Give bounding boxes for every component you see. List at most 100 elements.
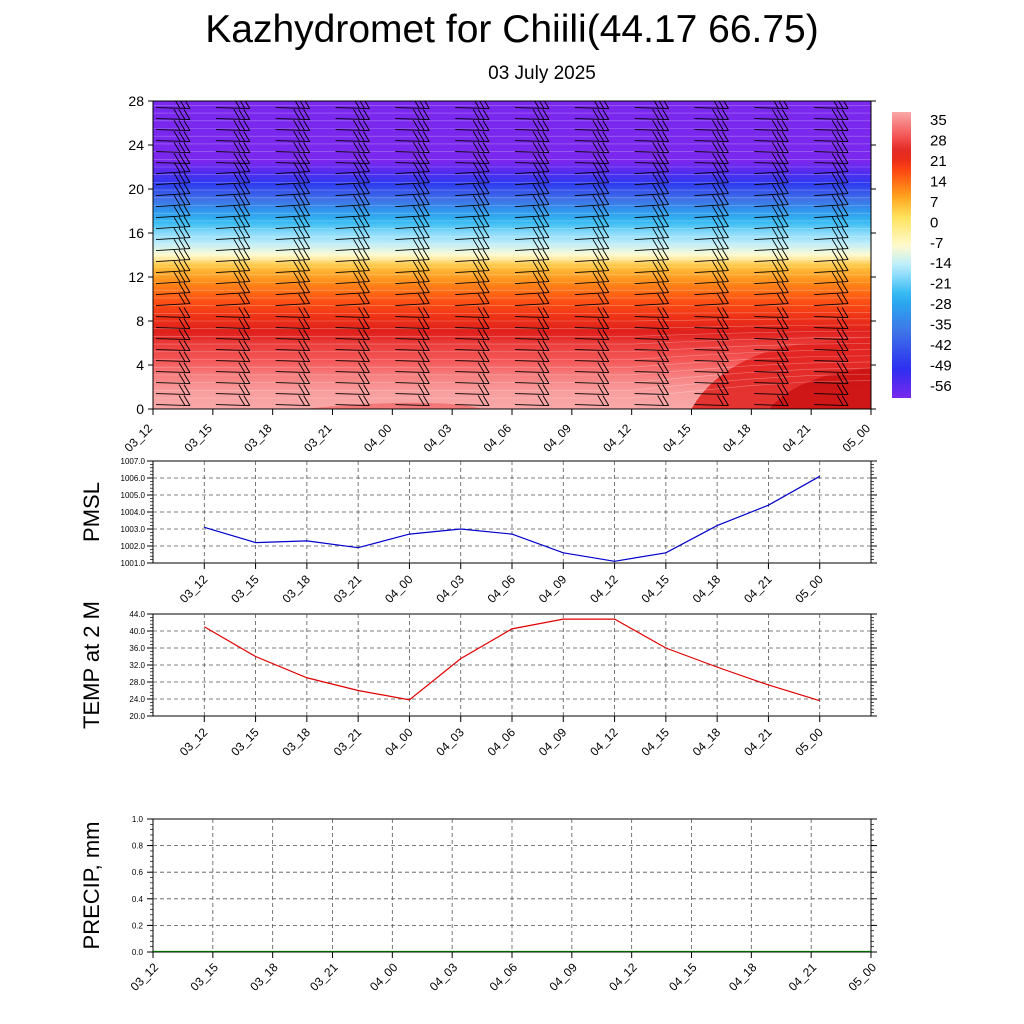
wind-barb-feather [178,249,186,261]
wind-barb [335,349,370,352]
wind-barb-feather [657,282,665,294]
wind-barb-feather [417,395,425,406]
wind-barb-feather [482,183,490,194]
wind-barb-feather [652,227,660,239]
wind-barb-feather [358,340,365,351]
wind-barb-feather [234,101,241,109]
wind-barb-feather [178,282,186,294]
wind-barb-feather [244,101,251,109]
wind-barb-feather [303,329,311,340]
wind-barb-feather [477,318,485,329]
wind-barb-feather [542,120,550,131]
wind-barb-feather [592,161,600,173]
wind-barb-feather [542,142,550,153]
wind-barb-feather [354,101,360,109]
wind-barb [814,226,849,230]
wind-barb-feather [358,194,365,206]
wind-barb-feather [662,318,670,329]
wind-barb-feather [303,194,311,205]
wind-barb [455,360,490,363]
wind-barb [694,237,729,241]
wind-barb-feather [652,238,660,250]
wind-barb [395,226,430,230]
wind-barb [395,259,430,263]
wind-barb [155,237,191,241]
wind-barb-feather [542,227,550,238]
wind-barb-feather [542,271,550,282]
wind-barb [514,371,550,374]
wind-barb [574,281,609,285]
wind-barb-feather [836,249,844,261]
wind-barb-feather [482,142,490,153]
wind-barb-feather [717,293,724,305]
wind-barb [694,204,729,208]
wind-barb [814,349,849,352]
wind-barb [455,327,490,330]
pmsl-ylabel: PMSL [79,482,104,542]
wind-barb-feather [781,373,789,384]
heatmap-y-tick-label: 0 [136,401,144,417]
wind-barb [814,204,849,208]
wind-barb-feather [417,227,425,239]
wind-barb-feather [353,205,360,217]
wind-barb-feather [722,194,729,205]
wind-barb [814,129,849,132]
colorbar-label: -42 [930,337,952,354]
colorbar-label: -28 [930,296,952,313]
wind-barb-feather [776,271,784,283]
wind-barb-feather [303,131,311,142]
wind-barb [275,316,310,319]
wind-barb-feather [836,153,844,164]
temp2m-x-tick-label: 05_00 [792,725,826,759]
precip-x-tick-label: 04_21 [786,960,820,994]
wind-barb-feather [722,205,729,216]
wind-barb-feather [482,194,490,205]
pmsl-x-tick-label: 04_06 [485,572,519,606]
wind-barb [694,118,729,121]
wind-barb [335,248,370,252]
wind-barb-feather [173,271,181,283]
wind-barb-feather [658,101,665,109]
wind-barb [335,129,370,132]
wind-barb-feather [173,172,181,184]
wind-barb-feather [298,293,306,305]
temp2m-y-tick-label: 40.0 [129,627,145,636]
temp2m-x-tick-label: 04_12 [587,725,621,759]
wind-barb-feather [180,101,186,109]
wind-barb [754,303,789,307]
wind-barb [215,118,250,121]
wind-barb-feather [597,194,605,206]
wind-barb-feather [602,384,610,395]
wind-barb-feather [173,161,181,173]
wind-barb-feather [363,282,370,293]
wind-barb-feather [712,227,719,239]
heatmap-x-tick-label: 04_12 [600,421,634,455]
wind-barb-feather [662,362,670,373]
wind-barb-feather [298,120,306,131]
wind-barb-feather [482,340,490,351]
wind-barb [335,171,370,175]
wind-barb-feather [477,120,485,131]
wind-barb-feather [183,205,191,216]
wind-barb-feather [597,373,605,384]
wind-barb [754,226,789,230]
wind-barb-feather [183,373,191,384]
wind-barb [335,226,370,230]
wind-barb [574,338,609,341]
wind-barb-feather [532,142,540,153]
heatmap-x-tick-label: 04_15 [660,421,694,455]
wind-barb [694,259,729,263]
wind-barb-feather [662,340,670,351]
wind-barb-feather [662,249,670,260]
wind-barb-feather [597,227,605,239]
wind-barb [814,393,849,396]
wind-barb-feather [537,329,545,340]
wind-barb-feather [363,351,370,362]
wind-barb-feather [592,238,600,250]
wind-barb [335,404,370,407]
wind-barb-feather [662,227,670,238]
temp2m-x-tick-label: 04_00 [382,725,416,759]
wind-barb [335,270,370,274]
wind-barb-feather [781,395,789,406]
wind-barb-feather [717,216,724,228]
